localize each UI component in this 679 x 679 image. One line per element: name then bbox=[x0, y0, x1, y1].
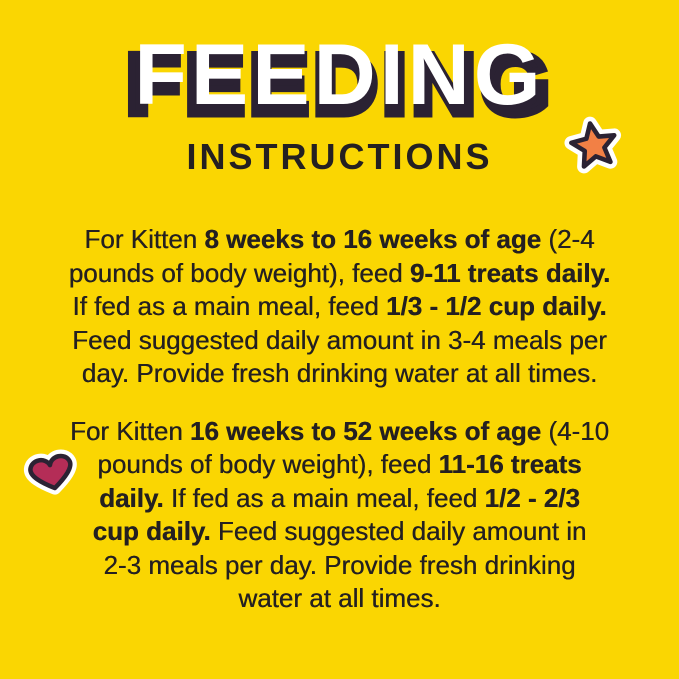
page-title-shadow: FEEDING bbox=[121, 34, 554, 137]
page-subtitle: INSTRUCTIONS bbox=[186, 136, 493, 177]
instruction-line: daily. If fed as a main meal, feed 1/2 -… bbox=[99, 482, 580, 513]
instruction-line: For Kitten 8 weeks to 16 weeks of age (2… bbox=[84, 224, 595, 254]
instruction-line: day. Provide fresh drinking water at all… bbox=[81, 358, 598, 388]
instruction-line: Feed suggested daily amount in 3-4 meals… bbox=[72, 324, 607, 355]
instruction-line: water at all times. bbox=[238, 583, 441, 613]
star-icon bbox=[564, 116, 622, 174]
instructions-paragraph: For Kitten 16 weeks to 52 weeks of age (… bbox=[0, 415, 679, 616]
instruction-line: pounds of body weight), feed 9-11 treats… bbox=[68, 257, 611, 288]
instruction-line: If fed as a main meal, feed 1/3 - 1/2 cu… bbox=[72, 291, 607, 321]
heart-icon bbox=[23, 449, 77, 495]
instructions-paragraph: For Kitten 8 weeks to 16 weeks of age (2… bbox=[0, 223, 679, 391]
instruction-line: For Kitten 16 weeks to 52 weeks of age (… bbox=[69, 415, 610, 446]
page-title-group: FEEDING FEEDING bbox=[0, 26, 679, 137]
instruction-line: 2-3 meals per day. Provide fresh drinkin… bbox=[103, 549, 576, 580]
page-title: FEEDING bbox=[134, 27, 545, 123]
instruction-line: pounds of body weight), feed 11-16 treat… bbox=[97, 449, 582, 479]
instructions-body: For Kitten 8 weeks to 16 weeks of age (2… bbox=[0, 223, 679, 616]
instruction-line: cup daily. Feed suggested daily amount i… bbox=[92, 516, 587, 546]
